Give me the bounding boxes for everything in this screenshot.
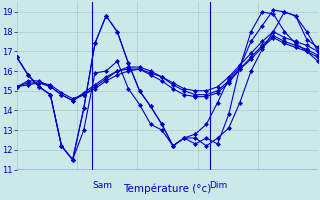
Text: Sam: Sam — [92, 181, 112, 190]
Text: Dim: Dim — [210, 181, 228, 190]
X-axis label: Température (°c): Température (°c) — [123, 183, 212, 194]
